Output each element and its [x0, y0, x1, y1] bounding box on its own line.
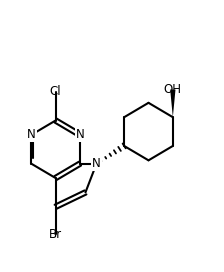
Text: N: N — [75, 128, 84, 141]
Text: N: N — [27, 128, 36, 141]
Text: Br: Br — [49, 228, 62, 241]
Text: Cl: Cl — [50, 85, 61, 98]
Text: OH: OH — [164, 83, 182, 96]
Text: N: N — [92, 157, 101, 170]
Polygon shape — [170, 89, 175, 117]
